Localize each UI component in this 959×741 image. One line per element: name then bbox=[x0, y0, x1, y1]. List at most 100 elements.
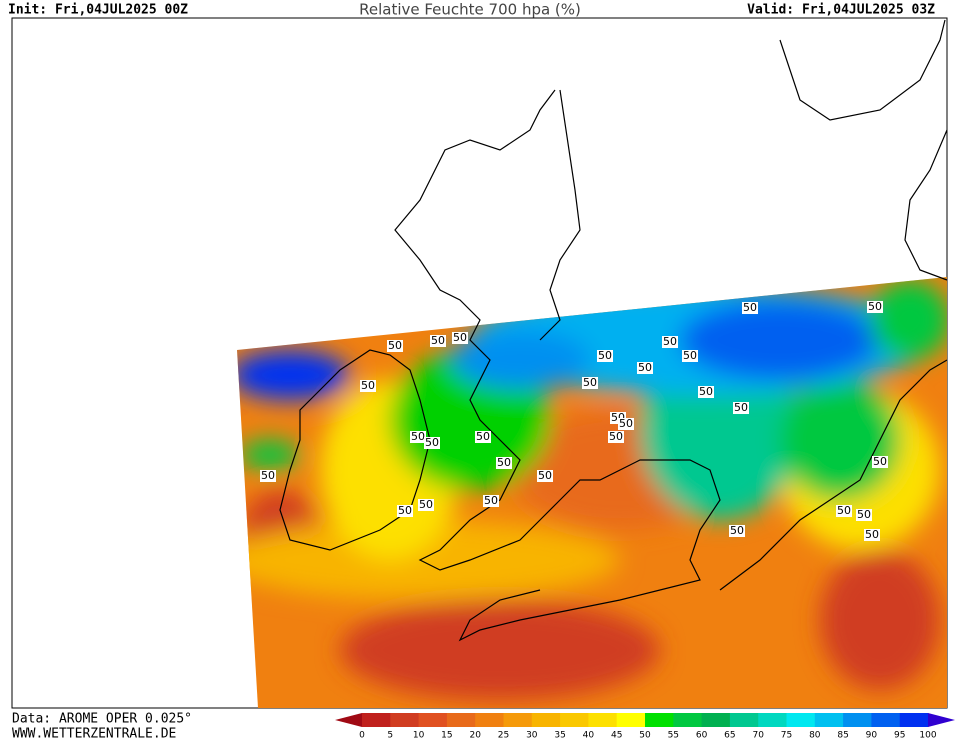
contour-label-box bbox=[742, 302, 758, 314]
colorbar-swatch bbox=[531, 713, 561, 727]
contour-label: 50 bbox=[419, 498, 433, 511]
colorbar-swatch bbox=[390, 713, 420, 727]
colorbar-label: 10 bbox=[413, 731, 425, 741]
colorbar-swatch bbox=[588, 713, 618, 727]
contour-label: 50 bbox=[699, 385, 713, 398]
colorbar-swatch bbox=[560, 713, 589, 727]
colorbar-label: 15 bbox=[441, 731, 452, 741]
contour-label-box bbox=[260, 470, 276, 482]
colorbar-label: 35 bbox=[554, 731, 565, 741]
contour-label: 50 bbox=[857, 508, 871, 521]
contour-label-box bbox=[483, 495, 499, 507]
contour-label-box bbox=[864, 529, 880, 541]
colorbar-swatch bbox=[899, 713, 929, 727]
valid-time: Valid: Fri,04JUL2025 03Z bbox=[747, 3, 935, 18]
colorbar-label: 55 bbox=[668, 731, 679, 741]
colorbar-label: 5 bbox=[387, 731, 393, 741]
contour-label-box bbox=[537, 470, 553, 482]
colorbar-swatch bbox=[814, 713, 844, 727]
contour-label: 50 bbox=[431, 334, 445, 347]
contour-label: 50 bbox=[683, 349, 697, 362]
contour-label: 50 bbox=[361, 379, 375, 392]
colorbar-swatch bbox=[645, 713, 674, 727]
contour-label: 50 bbox=[619, 417, 633, 430]
colorbar-swatch bbox=[871, 713, 901, 727]
colorbar-swatch bbox=[418, 713, 448, 727]
contour-label: 50 bbox=[425, 436, 439, 449]
contour-label-box bbox=[597, 350, 613, 362]
contour-label: 50 bbox=[484, 494, 498, 507]
contour-label-box bbox=[496, 457, 512, 469]
coastlines bbox=[279, 19, 948, 642]
contour-label: 50 bbox=[583, 376, 597, 389]
init-time: Init: Fri,04JUL2025 00Z bbox=[8, 3, 188, 18]
contour-label: 50 bbox=[497, 456, 511, 469]
contour-label: 50 bbox=[398, 504, 412, 517]
contour-label: 50 bbox=[638, 361, 652, 374]
colorbar-swatch bbox=[446, 713, 476, 727]
colorbar-swatch bbox=[701, 713, 731, 727]
contour-label-box bbox=[475, 431, 491, 443]
contour-label: 50 bbox=[598, 349, 612, 362]
contour-label-box bbox=[637, 362, 653, 374]
contour-label-box bbox=[360, 380, 376, 392]
contour-label: 50 bbox=[865, 528, 879, 541]
map-title: Relative Feuchte 700 hpa (%) bbox=[359, 1, 581, 19]
colorbar-label: 25 bbox=[498, 731, 509, 741]
contour-label-box bbox=[856, 509, 872, 521]
colorbar-swatch bbox=[362, 713, 391, 727]
contour-label: 50 bbox=[734, 401, 748, 414]
colorbar-label: 0 bbox=[359, 731, 365, 741]
contour-label: 50 bbox=[873, 455, 887, 468]
contour-label-box bbox=[662, 336, 678, 348]
colorbar-label: 70 bbox=[752, 731, 764, 741]
contour-label: 50 bbox=[411, 430, 425, 443]
colorbar-label: 45 bbox=[611, 731, 622, 741]
contour-label: 50 bbox=[453, 331, 467, 344]
website: WWW.WETTERZENTRALE.DE bbox=[12, 727, 176, 741]
contour-label-box bbox=[867, 301, 883, 313]
contour-label: 50 bbox=[609, 430, 623, 443]
contour-labels: 50 50 50 50 50 50 50 50 50 50 50 50 50 50 50 50 50 50 50 50… bbox=[260, 300, 888, 541]
contour-label: 50 bbox=[476, 430, 490, 443]
contour-label-box bbox=[698, 386, 714, 398]
contour-label-box bbox=[424, 437, 440, 449]
contour-label-box bbox=[836, 505, 852, 517]
contour-label-box bbox=[729, 525, 745, 537]
contour-label-box bbox=[733, 402, 749, 414]
contour-label: 50 bbox=[743, 301, 757, 314]
colorbar-label: 20 bbox=[469, 731, 481, 741]
colorbar-swatch bbox=[503, 713, 533, 727]
contour-label-box bbox=[410, 431, 426, 443]
colorbar-label: 30 bbox=[526, 731, 538, 741]
colorbar-swatch bbox=[616, 713, 646, 727]
data-source: Data: AROME OPER 0.025° bbox=[12, 712, 192, 727]
contour-label: 50 bbox=[388, 339, 402, 352]
colorbar: 0 5 10 15 20 25 30 35 40 45 50 55 60 65 70 75 80 85 90 95 10… bbox=[335, 713, 955, 741]
contour-label-box bbox=[418, 499, 434, 511]
colorbar-label: 60 bbox=[696, 731, 708, 741]
contour-label: 50 bbox=[538, 469, 552, 482]
contour-label: 50 bbox=[730, 524, 744, 537]
colorbar-label: 100 bbox=[919, 731, 936, 741]
contour-label-box bbox=[618, 418, 634, 430]
contour-label-box bbox=[608, 431, 624, 443]
contour-label-box bbox=[430, 335, 446, 347]
colorbar-swatch bbox=[843, 713, 872, 727]
colorbar-swatch bbox=[786, 713, 816, 727]
contour-label-box bbox=[582, 377, 598, 389]
colorbar-swatch bbox=[758, 713, 787, 727]
contour-label: 50 bbox=[837, 504, 851, 517]
colorbar-label: 85 bbox=[837, 731, 848, 741]
contour-label-box bbox=[397, 505, 413, 517]
colorbar-swatch bbox=[729, 713, 759, 727]
colorbar-label: 90 bbox=[866, 731, 878, 741]
contour-label-box bbox=[872, 456, 888, 468]
colorbar-swatch bbox=[475, 713, 504, 727]
colorbar-label: 40 bbox=[583, 731, 595, 741]
contour-label-box bbox=[682, 350, 698, 362]
colorbar-label: 50 bbox=[639, 731, 651, 741]
colorbar-arrow bbox=[335, 713, 362, 727]
colorbar-label: 65 bbox=[724, 731, 735, 741]
